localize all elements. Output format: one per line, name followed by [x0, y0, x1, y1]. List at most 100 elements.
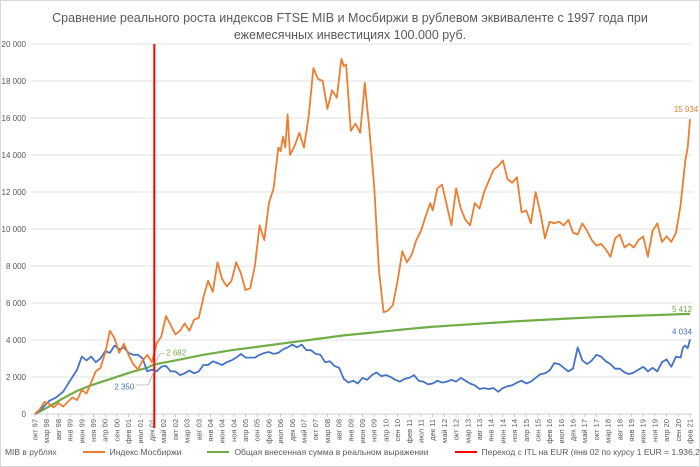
x-tick-label: мар 08 [323, 419, 332, 443]
y-tick-label: 16 000 [2, 114, 27, 123]
x-tick-label: апр 10 [381, 419, 390, 442]
legend-item-invested[interactable]: Общая внесенная сумма в реальном выражен… [207, 447, 429, 457]
x-tick-label: сен 10 [393, 419, 402, 442]
x-tick-label: авг 98 [54, 419, 63, 440]
x-tick-label: мар 18 [604, 419, 613, 443]
chart-title-line-2: ежемесячных инвестициях 100.000 руб. [233, 28, 467, 42]
legend-label-mib: MIB в рублях [4, 447, 57, 457]
x-tick-label: авг 08 [335, 419, 344, 440]
x-tick-label: янв 04 [206, 419, 215, 442]
x-tick-label: окт 12 [452, 419, 461, 440]
x-axis-ticks: окт 97 мар 98 авг 98 янв 99 июн 99 ноя 99 апр … [31, 414, 695, 444]
legend-label-euro-transition: Переход с ITL на EUR (янв 02 по курсу 1 … [481, 447, 700, 457]
legend-swatch-invested [207, 450, 230, 454]
legend-label-moex: Индекс Мосбиржи [109, 447, 182, 457]
y-axis-ticks: 0 2 000 4 000 6 000 8 000 10 000 12 000 14 000 1… [2, 40, 27, 419]
y-tick-label: 10 000 [2, 225, 27, 234]
x-tick-label: апр 00 [101, 419, 110, 442]
y-tick-label: 0 [22, 410, 27, 419]
x-tick-label: авг 13 [475, 419, 484, 440]
x-tick-label: сен 15 [533, 419, 542, 442]
x-tick-label: дек 01 [147, 419, 156, 441]
x-tick-label: мар 13 [463, 419, 472, 443]
legend-item-moex[interactable]: Индекс Мосбиржи [82, 447, 182, 457]
x-tick-label: июн 19 [639, 419, 648, 443]
y-tick-label: 14 000 [2, 151, 27, 160]
x-tick-label: авг 03 [194, 419, 203, 440]
series-line-mib [34, 339, 691, 415]
x-tick-label: июл 06 [276, 419, 285, 443]
legend-swatch-euro-transition [454, 450, 477, 454]
data-label: 4 034 [672, 327, 693, 336]
x-tick-label: фев 21 [686, 419, 695, 444]
x-tick-label: ноя 14 [510, 419, 519, 442]
x-tick-label: июл 01 [136, 419, 145, 443]
x-tick-label: фев 01 [124, 419, 133, 444]
y-tick-label: 6 000 [6, 299, 27, 308]
x-tick-label: июн 04 [218, 419, 227, 443]
y-tick-label: 18 000 [2, 77, 27, 86]
label-leader-line [136, 370, 155, 386]
x-tick-label: май 17 [580, 419, 589, 443]
x-tick-label: июн 99 [77, 419, 86, 443]
y-tick-label: 12 000 [2, 188, 27, 197]
x-tick-label: дек 16 [569, 419, 578, 441]
x-tick-label: ноя 04 [229, 419, 238, 442]
data-labels: 15 934 5 412 4 034 2 682 2 350 [114, 105, 699, 391]
x-tick-label: янв 09 [346, 419, 355, 442]
y-tick-label: 20 000 [2, 40, 27, 49]
x-tick-label: фев 16 [545, 419, 554, 444]
x-tick-label: янв 99 [66, 419, 75, 442]
data-label: 15 934 [674, 105, 699, 114]
x-tick-label: июн 09 [358, 419, 367, 443]
y-tick-label: 2 000 [6, 373, 27, 382]
x-tick-label: июл 11 [416, 419, 425, 443]
x-tick-label: окт 02 [171, 419, 180, 440]
data-label: 5 412 [672, 305, 693, 314]
x-tick-label: ноя 99 [89, 419, 98, 442]
x-tick-label: июл 16 [557, 419, 566, 443]
gridlines [31, 43, 692, 415]
x-tick-label: авг 18 [615, 419, 624, 440]
label-leader-line [153, 353, 165, 365]
x-tick-label: мар 98 [42, 419, 51, 443]
data-label: 2 350 [114, 383, 135, 392]
x-tick-label: май 02 [159, 419, 168, 443]
legend-item-mib[interactable]: MIB в рублях [0, 447, 57, 457]
legend-swatch-moex [82, 450, 105, 454]
y-tick-label: 4 000 [6, 336, 27, 345]
x-tick-label: окт 97 [31, 419, 40, 440]
x-tick-label: окт 17 [592, 419, 601, 440]
x-tick-label: дек 06 [288, 419, 297, 441]
x-tick-label: сен 20 [674, 419, 683, 442]
x-tick-label: июн 14 [498, 419, 507, 443]
x-tick-label: апр 20 [662, 419, 671, 442]
x-tick-label: сен 00 [112, 419, 121, 442]
x-tick-label: янв 14 [487, 419, 496, 442]
x-tick-label: апр 15 [522, 419, 531, 442]
legend-item-euro-transition[interactable]: Переход с ITL на EUR (янв 02 по курсу 1 … [454, 447, 700, 457]
x-tick-label: фев 06 [264, 419, 273, 444]
x-tick-label: мар 03 [183, 419, 192, 443]
x-tick-label: апр 05 [241, 419, 250, 442]
series-line-moex [34, 57, 691, 415]
x-tick-label: май 12 [440, 419, 449, 443]
data-label: 2 682 [166, 348, 187, 357]
series-lines [34, 44, 691, 428]
x-tick-label: ноя 09 [370, 419, 379, 442]
chart-title: Сравнение реального роста индексов FTSE … [0, 10, 700, 44]
x-tick-label: май 07 [300, 419, 309, 443]
y-tick-label: 8 000 [6, 262, 27, 271]
x-tick-label: фев 11 [405, 419, 414, 443]
x-tick-label: дек 11 [428, 419, 437, 441]
legend: MIB в рублях Индекс Мосбиржи Общая внесе… [0, 447, 700, 457]
x-tick-label: ноя 19 [650, 419, 659, 442]
x-tick-label: сен 05 [253, 419, 262, 442]
chart-title-line-1: Сравнение реального роста индексов FTSE … [52, 11, 648, 25]
series-line-invested [34, 312, 691, 415]
x-tick-label: янв 19 [627, 419, 636, 442]
x-tick-label: окт 07 [311, 419, 320, 440]
legend-label-invested: Общая внесенная сумма в реальном выражен… [234, 447, 429, 457]
